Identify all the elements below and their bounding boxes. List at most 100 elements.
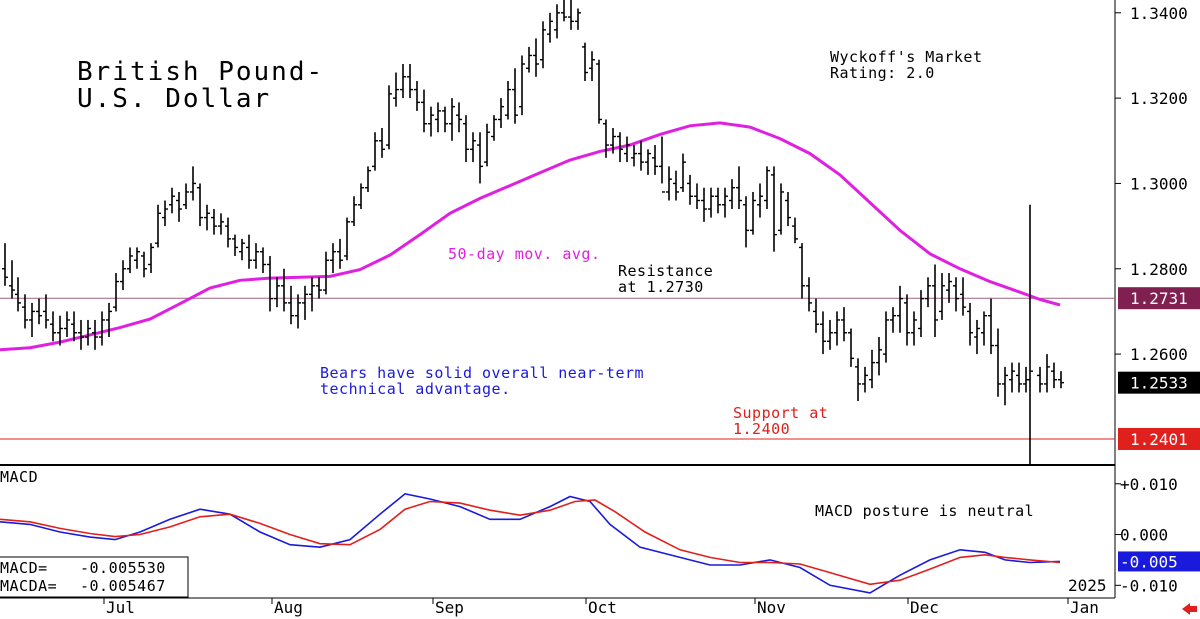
price-bar — [435, 102, 441, 133]
price-bar — [316, 277, 322, 299]
price-bar — [407, 63, 413, 99]
price-bar — [1027, 204, 1033, 465]
price-bar — [820, 311, 826, 355]
price-bar — [288, 285, 294, 325]
price-bar — [834, 311, 840, 346]
month-label: Dec — [910, 598, 939, 617]
support-badge: 1.2401 — [1118, 427, 1200, 450]
resistance-label-line2: at 1.2730 — [618, 278, 704, 296]
price-bar — [610, 127, 616, 154]
price-bar — [365, 166, 371, 192]
price-bar — [694, 183, 700, 210]
year-label: 2025 — [1068, 576, 1107, 595]
price-bar — [974, 319, 980, 355]
price-bar — [883, 311, 889, 363]
macd-badge-text: -0.005 — [1120, 552, 1178, 571]
price-bar — [190, 166, 196, 201]
price-bar — [99, 311, 105, 346]
price-bar — [764, 166, 770, 210]
price-bar — [659, 136, 665, 193]
price-bar — [1016, 362, 1022, 393]
price-bar — [127, 247, 133, 274]
macd-posture-text: MACD posture is neutral — [815, 502, 1034, 520]
price-bar — [141, 251, 147, 278]
price-bar — [505, 81, 511, 120]
price-bar — [806, 277, 812, 312]
price-bar — [295, 294, 301, 329]
month-labels: Jul Aug Sep Oct Nov Dec Jan — [103, 598, 1099, 617]
price-bar — [344, 217, 350, 261]
price-bar — [64, 311, 70, 338]
price-bar — [967, 302, 973, 346]
price-bar — [708, 187, 714, 218]
price-bar — [1037, 366, 1043, 393]
price-bar — [897, 285, 903, 333]
month-label: Nov — [757, 598, 786, 617]
price-bar — [260, 247, 266, 274]
price-bar — [162, 200, 168, 227]
price-bar — [330, 243, 336, 274]
price-bar — [526, 46, 532, 73]
price-bar — [197, 183, 203, 227]
price-bar — [911, 311, 917, 346]
month-label: Sep — [435, 598, 464, 617]
commentary-line2: technical advantage. — [320, 380, 511, 398]
price-bar — [988, 298, 994, 355]
macd-badge-bg — [1118, 551, 1200, 572]
price-bar — [470, 132, 476, 163]
price-bar — [358, 183, 364, 210]
price-bar — [85, 319, 91, 346]
price-bar — [939, 273, 945, 320]
price-bar — [428, 106, 434, 137]
price-bar — [400, 63, 406, 99]
price-bar — [9, 260, 15, 299]
rating-line2: Rating: 2.0 — [830, 64, 935, 82]
price-bar — [953, 277, 959, 312]
price-bar — [589, 51, 595, 82]
price-bar — [729, 179, 735, 210]
price-bar — [134, 247, 140, 269]
price-bar — [715, 187, 721, 214]
price-bar — [666, 166, 672, 201]
price-bar — [876, 337, 882, 376]
price-bar — [2, 243, 8, 286]
macd-panel: MACD MACD posture is neutral +0.010 0.000… — [0, 465, 1200, 598]
price-bar — [603, 119, 609, 158]
price-bar — [673, 170, 679, 201]
price-bar — [477, 132, 483, 184]
back-arrow-icon-shape[interactable] — [1182, 603, 1197, 615]
last-price-badge: 1.2533 — [1118, 371, 1200, 394]
price-bar — [855, 358, 861, 402]
price-bar — [15, 277, 21, 312]
price-bar — [568, 0, 574, 30]
price-bar — [449, 98, 455, 141]
resistance-badge: 1.2731 — [1118, 287, 1200, 310]
price-bar — [113, 273, 119, 312]
price-bar — [848, 328, 854, 367]
last-price-badge-bg — [1118, 371, 1200, 394]
price-bar — [792, 217, 798, 244]
macd-tick-label: +0.010 — [1120, 475, 1178, 494]
price-bar — [155, 204, 161, 248]
price-bar — [960, 277, 966, 316]
macd-series-line-macda — [0, 499, 1061, 586]
price-bar — [456, 102, 462, 133]
price-bar — [785, 191, 791, 227]
moving-average-line — [0, 121, 1061, 352]
price-tick-label: 1.2600 — [1130, 345, 1188, 364]
back-arrow-icon[interactable] — [1182, 603, 1197, 615]
macd-readout-label: MACD= — [0, 559, 48, 577]
price-bar — [36, 298, 42, 325]
price-bar — [302, 285, 308, 320]
macda-readout-value: -0.005467 — [80, 577, 166, 595]
price-bar — [932, 264, 938, 338]
price-bar — [484, 123, 490, 167]
price-bar — [813, 298, 819, 333]
price-bar — [29, 302, 35, 338]
price-bar — [92, 319, 98, 350]
price-bar — [1009, 362, 1015, 393]
chart-title-line2: U.S. Dollar — [77, 84, 271, 114]
macd-tick-label: -0.010 — [1120, 576, 1178, 595]
price-bar — [120, 260, 126, 291]
